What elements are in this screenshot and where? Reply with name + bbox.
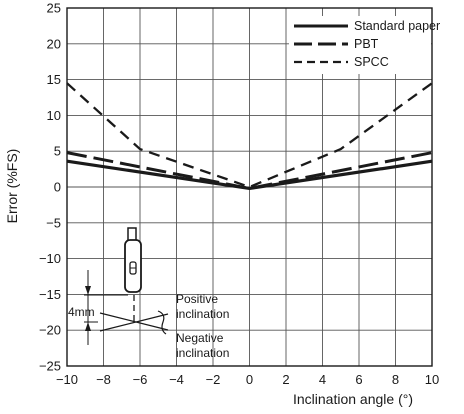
- y-axis-title: Error (%FS): [4, 149, 20, 224]
- negative-inclination-line: [99, 313, 169, 332]
- positive-inclination-line: [99, 312, 169, 331]
- y-tick-label: −5: [46, 215, 61, 230]
- y-tick-label: 5: [54, 144, 61, 159]
- x-tick-label: −10: [56, 372, 78, 387]
- x-tick-label: −4: [169, 372, 184, 387]
- x-tick-label: 4: [319, 372, 326, 387]
- sensor-top-cap: [127, 227, 137, 242]
- x-tick-label: −6: [133, 372, 148, 387]
- legend: Standard paper PBT SPCC: [289, 16, 440, 74]
- x-tick-label: 2: [282, 372, 289, 387]
- series-line-spcc: [66, 82, 433, 189]
- y-tick-label: 20: [47, 36, 61, 51]
- positive-inclination-label-line2: inclination: [176, 307, 229, 321]
- legend-label-standard-paper: Standard paper: [354, 19, 440, 33]
- x-tick-label: 0: [246, 372, 253, 387]
- x-axis-title: Inclination angle (°): [293, 391, 413, 407]
- y-tick-label: 15: [47, 72, 61, 87]
- negative-inclination-label-line1: Negative: [176, 331, 224, 345]
- y-tick-label: 25: [47, 1, 61, 16]
- plot-frame: [66, 7, 433, 367]
- positive-inclination-label-line1: Positive: [176, 292, 218, 306]
- y-tick-label: −10: [39, 251, 61, 266]
- series-line-standard-paper: [66, 159, 433, 191]
- negative-inclination-label-line2: inclination: [176, 346, 229, 360]
- x-tick-label: 10: [425, 372, 439, 387]
- series-lines: [66, 82, 433, 191]
- y-tick-label: 0: [54, 180, 61, 195]
- axes: [66, 7, 433, 367]
- y-tick-label: −15: [39, 287, 61, 302]
- dimension-arrowhead-top: [85, 286, 91, 295]
- x-tick-label: −8: [96, 372, 111, 387]
- tick-labels: −10 −8 −6 −4 −2 0 2 4 6 8 102520151050−5−10−15−20−…: [39, 1, 439, 388]
- y-tick-label: −25: [39, 359, 61, 374]
- x-tick-label: 8: [392, 372, 399, 387]
- dimension-arrowhead-bottom: [85, 322, 91, 331]
- inclination-brace: [157, 310, 167, 335]
- legend-label-pbt: PBT: [354, 37, 379, 51]
- x-tick-label: 6: [355, 372, 362, 387]
- y-tick-label: 10: [47, 108, 61, 123]
- legend-label-spcc: SPCC: [354, 55, 389, 69]
- y-tick-label: −20: [39, 323, 61, 338]
- dimension-label: 4mm: [68, 305, 95, 319]
- series-line-pbt: [66, 151, 433, 190]
- x-tick-label: −2: [206, 372, 221, 387]
- sensor-illustration: 4mm Positive inclination Negative inclin…: [68, 227, 229, 360]
- sensor-body: [124, 239, 142, 293]
